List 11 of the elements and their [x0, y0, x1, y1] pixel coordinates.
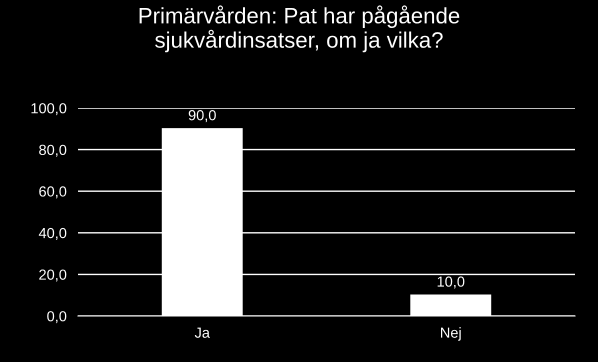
data-label: 90,0 [188, 110, 216, 122]
x-tick-label: Ja [194, 328, 210, 338]
y-tick-label: 60,0 [39, 186, 66, 198]
y-tick-label: 0,0 [47, 311, 66, 324]
data-label: 10,0 [438, 276, 464, 288]
y-tick-label: 20,0 [39, 270, 66, 282]
y-tick-label: 100,0 [32, 103, 66, 116]
x-tick-label: Nej [441, 327, 461, 341]
chart-title: Primärvården: Pat har pågående sjukvårdinsatser, om ja vilka? [140, 5, 460, 52]
y-tick-label: 40,0 [38, 228, 66, 240]
y-tick-label: 80,0 [39, 144, 66, 157]
